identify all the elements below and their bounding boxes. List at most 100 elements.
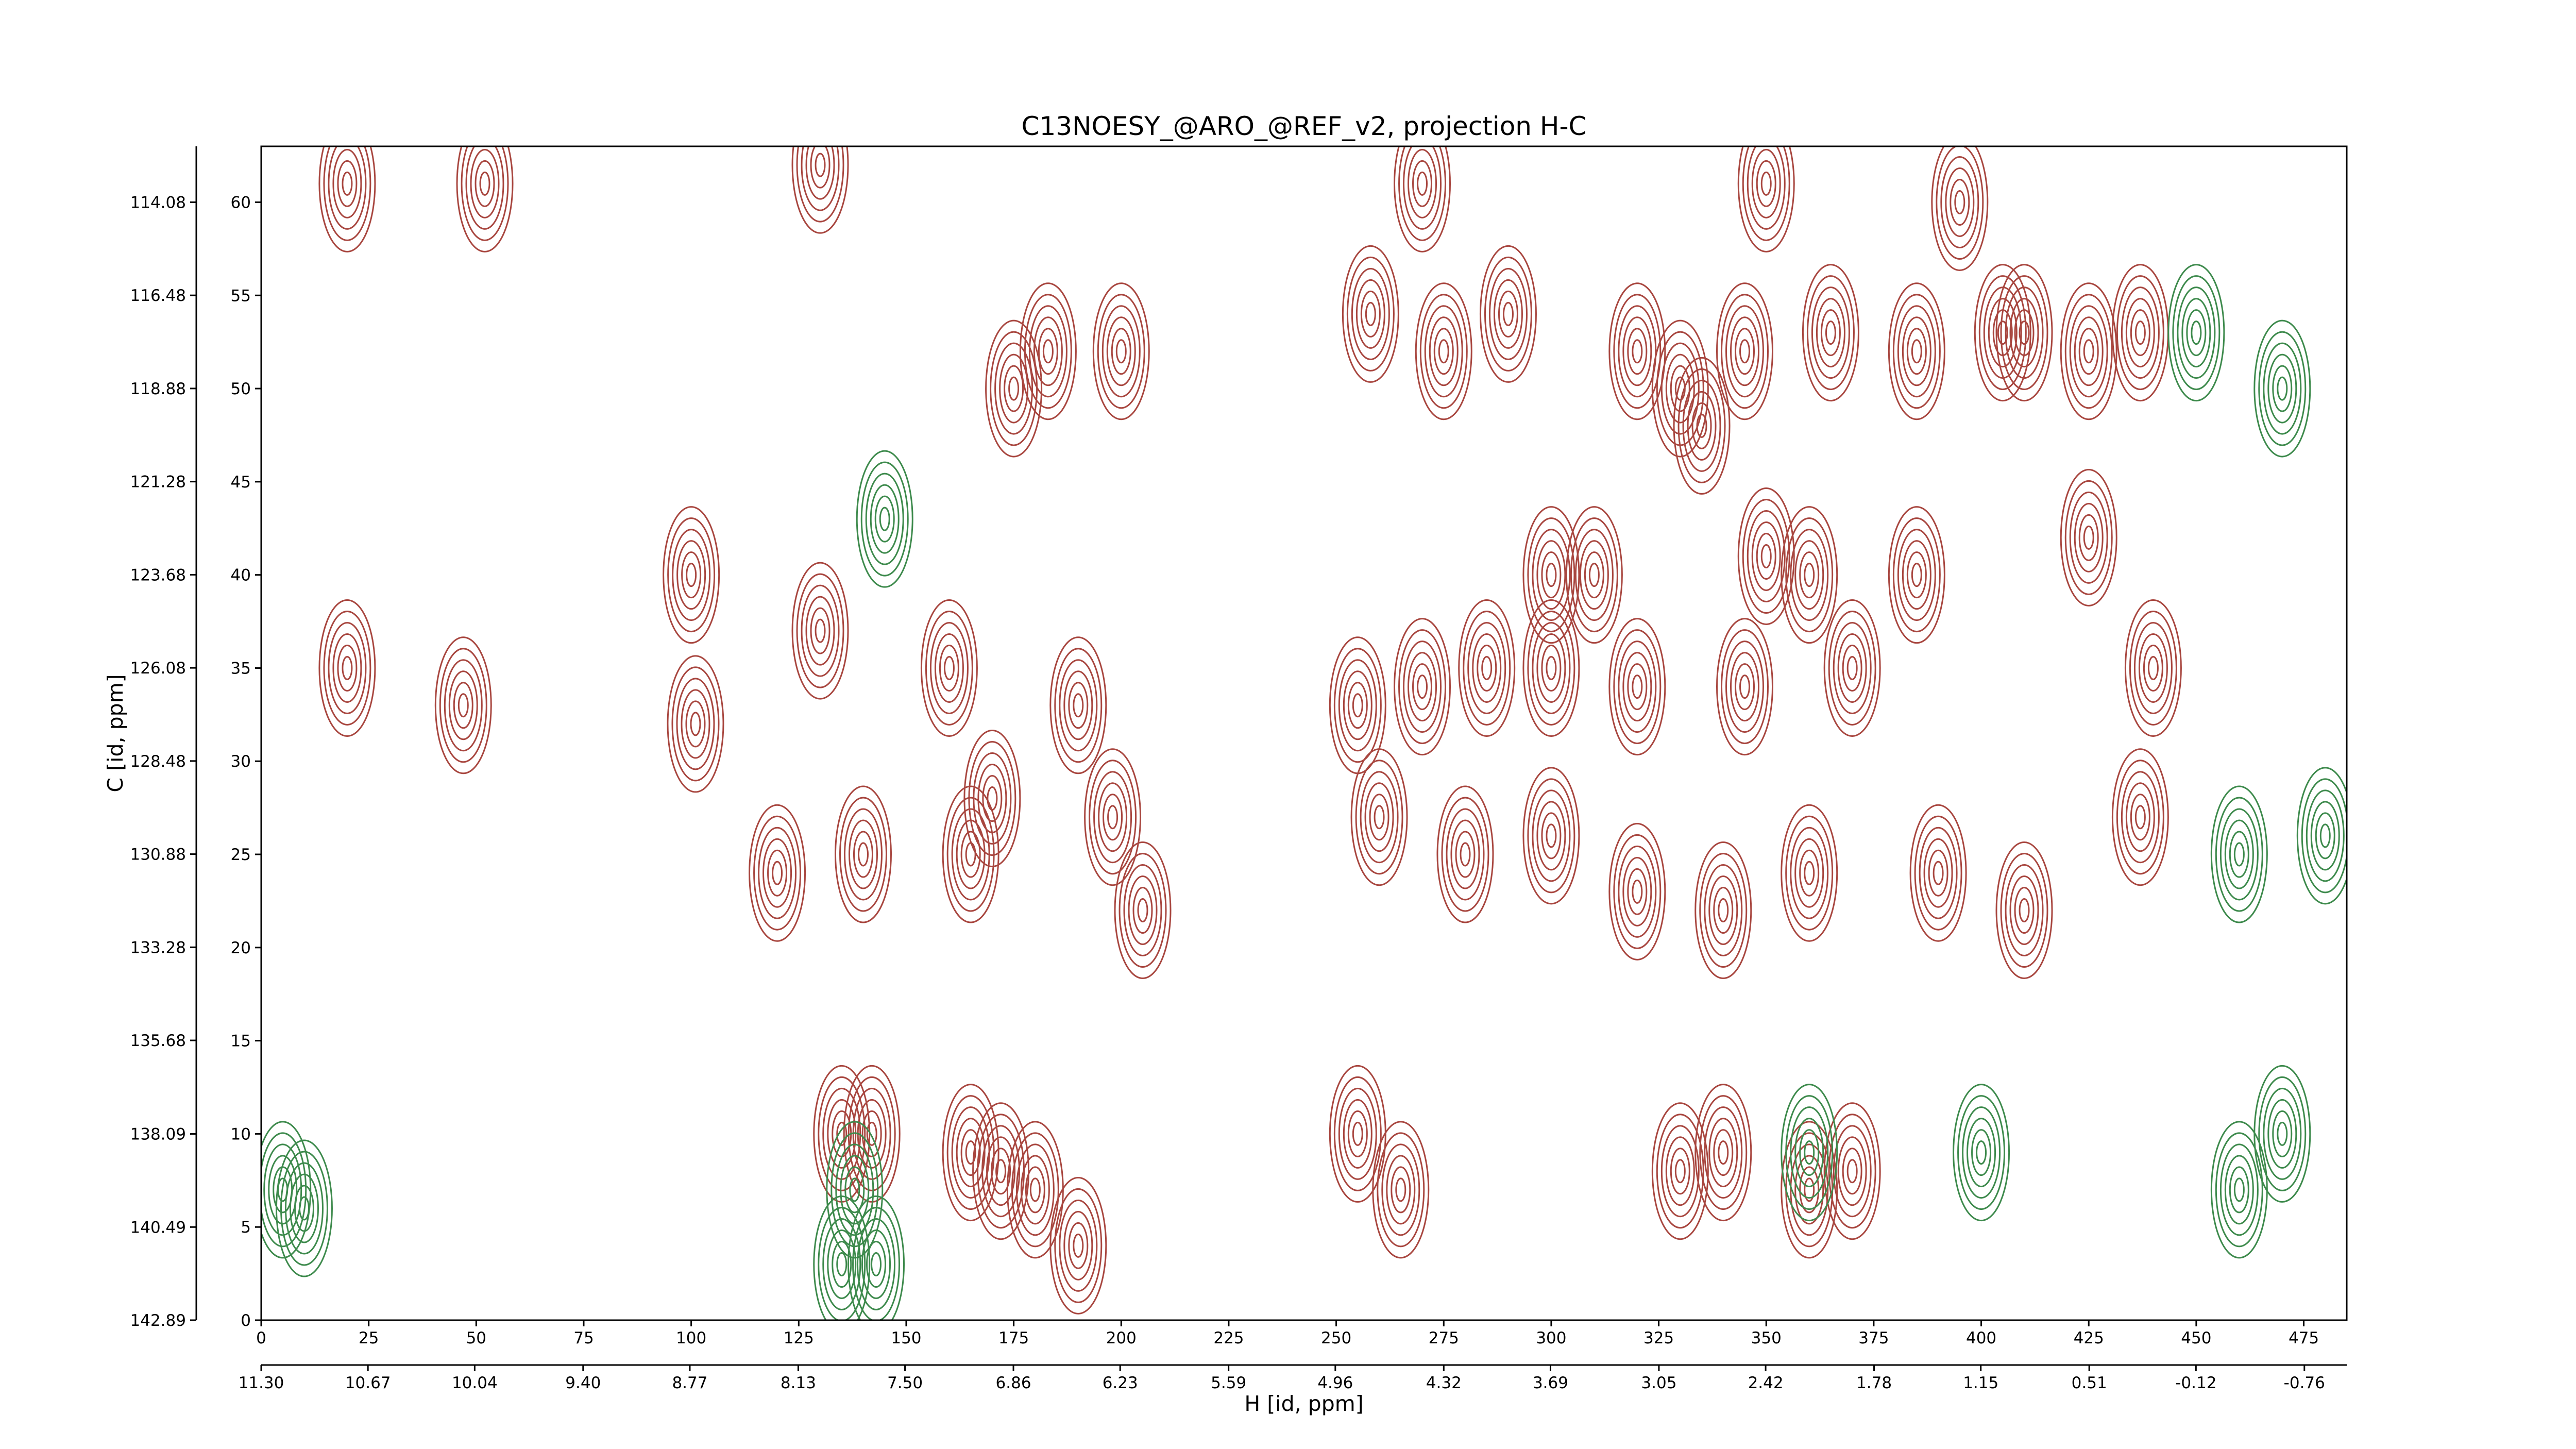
contour-ring (457, 693, 469, 718)
contour-ring (848, 1195, 905, 1320)
contour-ring (832, 1241, 852, 1288)
contour-ring (813, 1195, 871, 1320)
peak (2253, 319, 2311, 458)
contour-ring (1751, 148, 1781, 218)
contour-ring (1532, 789, 1571, 882)
contour-ring (1463, 610, 1511, 726)
contour-ring (1467, 621, 1506, 714)
contour-ring (1038, 328, 1058, 375)
contour-ring (1716, 282, 1774, 420)
contour-ring (479, 171, 490, 196)
contour-ring (753, 815, 802, 931)
peak (985, 319, 1043, 458)
contour-ring (999, 353, 1029, 424)
y2-tick-label: 121.28 (130, 473, 186, 492)
contour-ring (1713, 887, 1734, 934)
contour-ring (1725, 641, 1765, 733)
y-tick-label: 40 (231, 566, 251, 585)
contour-ring (337, 160, 358, 207)
contour-ring (1976, 1140, 1987, 1165)
contour-ring (1799, 1129, 1820, 1176)
contour-ring (939, 644, 959, 692)
contour-ring (1352, 1121, 1363, 1146)
contour-ring (1398, 629, 1447, 745)
contour-ring (2009, 298, 2039, 368)
peak (1802, 264, 1859, 402)
contour-ring (1479, 245, 1537, 383)
contour-ring (289, 1173, 319, 1243)
contour-ring (836, 1121, 848, 1146)
y-tick-label: 30 (231, 752, 251, 771)
contour-ring (1682, 379, 1721, 472)
contour-ring (758, 827, 797, 919)
contour-ring (1997, 321, 2008, 345)
peak (1953, 1084, 2010, 1222)
peak (1329, 636, 1386, 774)
peak (834, 785, 892, 923)
contour-ring (1760, 171, 1772, 196)
contour-ring (2124, 599, 2182, 737)
contour-ring (1674, 1159, 1686, 1184)
contour-ring (2219, 1143, 2259, 1236)
contour-ring (2133, 621, 2173, 714)
contour-ring (1945, 167, 1975, 237)
contour-ring (1412, 160, 1433, 207)
contour-ring (2000, 853, 2048, 968)
x-tick-label: 150 (891, 1329, 921, 1347)
contour-ring (1842, 1148, 1862, 1195)
contour-ring (1458, 599, 1516, 737)
contour-ring (2078, 514, 2099, 561)
contour-ring (1928, 849, 1948, 897)
contour-ring (1522, 506, 1580, 644)
contour-ring (2138, 633, 2168, 703)
peak (826, 1121, 884, 1259)
contour-ring (1802, 264, 1859, 402)
contour-ring (839, 797, 887, 912)
contour-ring (2253, 319, 2311, 458)
contour-ring (1781, 804, 1838, 942)
contour-ring (1355, 279, 1385, 349)
contour-ring (818, 1207, 866, 1320)
peak (1415, 282, 1472, 420)
contour-ring (1403, 641, 1442, 733)
contour-ring (1974, 264, 2031, 402)
contour-ring (856, 450, 913, 588)
contour-ring (1101, 305, 1141, 398)
contour-ring (1073, 693, 1084, 718)
x-tick-label: 25 (359, 1329, 379, 1347)
x-tick-label: 250 (1321, 1329, 1351, 1347)
contour-ring (810, 146, 831, 189)
contour-ring (1579, 540, 1609, 610)
contour-ring (977, 1114, 1025, 1229)
contour-ring (2191, 321, 2202, 345)
contour-ring (1833, 1125, 1872, 1218)
contour-ring (2258, 331, 2307, 446)
contour-ring (2111, 264, 2169, 402)
peak (2111, 748, 2169, 886)
contour-ring (815, 618, 826, 643)
contour-ring (1527, 610, 1575, 726)
y-tick-label: 15 (231, 1032, 251, 1051)
contour-ring (1472, 633, 1502, 703)
contour-ring (1781, 1121, 1838, 1259)
contour-ring (762, 838, 792, 908)
contour-ring (1008, 376, 1020, 401)
contour-ring (1906, 328, 1927, 375)
contour-ring (982, 775, 1003, 822)
contour-ring (860, 461, 909, 577)
contour-ring (1699, 1095, 1748, 1210)
x-tick-label: 200 (1106, 1329, 1137, 1347)
contour-ring (2134, 805, 2146, 830)
peak (1888, 506, 1945, 644)
contour-ring (1725, 305, 1765, 398)
contour-ring (1906, 551, 1927, 599)
contour-ring (261, 1121, 312, 1259)
x2-tick-label: 9.40 (565, 1374, 601, 1392)
contour-ring (1073, 1233, 1084, 1258)
contour-ring (294, 1185, 314, 1232)
contour-ring (810, 607, 831, 654)
contour-ring (1656, 1114, 1704, 1229)
contour-ring (1329, 636, 1386, 774)
contour-ring (2121, 771, 2160, 864)
contour-ring (1794, 838, 1824, 908)
